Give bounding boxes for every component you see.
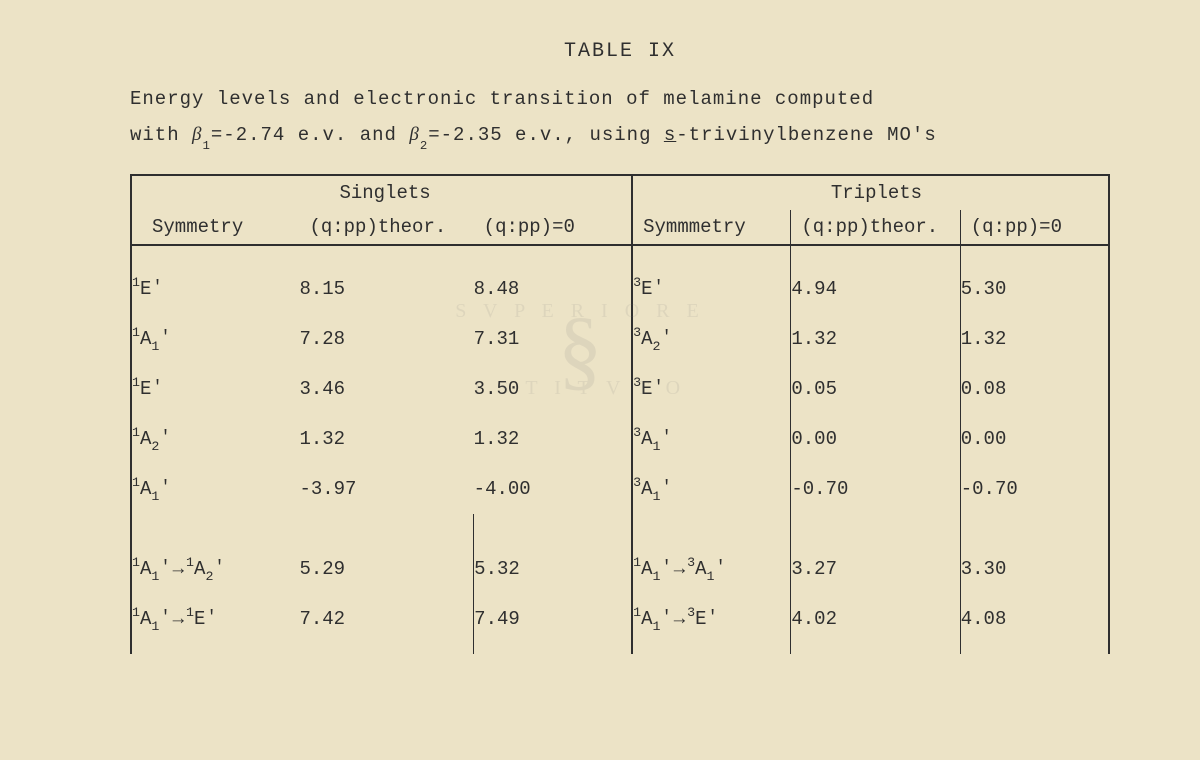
cell-v3: -0.70	[791, 464, 960, 514]
hdr-triplets: Triplets	[791, 175, 960, 210]
beta2-val: =-2.35 e.v., using	[428, 124, 664, 146]
table-row: 1A1'→1A2'5.295.321A1'→3A1'3.273.30	[131, 514, 1109, 594]
cell-v4: 0.08	[960, 364, 1109, 414]
table-body-transitions: 1A1'→1A2'5.295.321A1'→3A1'3.273.301A1'→1…	[131, 514, 1109, 654]
hdr-blank-3	[632, 175, 791, 210]
cell-v2: 7.31	[474, 314, 632, 364]
cell-sym-r: 3A1'	[632, 414, 791, 464]
cell-v3: 0.00	[791, 414, 960, 464]
s-underline: s	[664, 124, 676, 146]
cell-sym-l: 1E'	[131, 364, 299, 414]
cell-v1: 7.28	[299, 314, 473, 364]
cell-v2: 3.50	[474, 364, 632, 414]
caption-line2-pre: with	[130, 124, 192, 146]
cell-sym-l: 1A1'	[131, 464, 299, 514]
cell-v3: 1.32	[791, 314, 960, 364]
table-body-levels: 1E'8.158.483E'4.945.301A1'7.287.313A2'1.…	[131, 245, 1109, 514]
cell-sym-r: 3E'	[632, 364, 791, 414]
table-row: 1E'3.463.503E'0.050.08	[131, 364, 1109, 414]
table-title: TABLE IX	[130, 40, 1110, 63]
cell-trans-l: 1A1'→1A2'	[131, 514, 299, 594]
hdr-theor-r: (q:pp)theor.	[791, 210, 960, 245]
cell-v1: 8.15	[299, 245, 473, 314]
cell-v1: 7.42	[299, 594, 473, 654]
cell-v2: 8.48	[474, 245, 632, 314]
hdr-singlets: Singlets	[299, 175, 473, 210]
cell-v2: 7.49	[474, 594, 632, 654]
hdr-blank-2	[474, 175, 632, 210]
cell-v1: 3.46	[299, 364, 473, 414]
cell-sym-r: 3A2'	[632, 314, 791, 364]
table-row: 1E'8.158.483E'4.945.30	[131, 245, 1109, 314]
cell-v3: 3.27	[791, 514, 960, 594]
cell-v4: 1.32	[960, 314, 1109, 364]
hdr-symmetry-l: Symmetry	[131, 210, 299, 245]
table-caption: Energy levels and electronic transition …	[130, 81, 1110, 154]
cell-sym-l: 1A1'	[131, 314, 299, 364]
cell-v3: 4.94	[791, 245, 960, 314]
cell-sym-l: 1A2'	[131, 414, 299, 464]
table-row: 1A1'-3.97-4.003A1'-0.70-0.70	[131, 464, 1109, 514]
beta2-symbol: β	[409, 124, 419, 145]
cell-v2: 1.32	[474, 414, 632, 464]
beta1-val: =-2.74 e.v. and	[211, 124, 409, 146]
hdr-zero-r: (q:pp)=0	[960, 210, 1109, 245]
beta2-sub: 2	[420, 139, 428, 153]
cell-sym-l: 1E'	[131, 245, 299, 314]
cell-v1: 1.32	[299, 414, 473, 464]
cell-v4: 3.30	[960, 514, 1109, 594]
cell-v4: -0.70	[960, 464, 1109, 514]
cell-v4: 0.00	[960, 414, 1109, 464]
hdr-blank-r	[960, 175, 1109, 210]
cell-trans-r: 1A1'→3A1'	[632, 514, 791, 594]
data-table: Singlets Triplets Symmetry (q:pp)theor. …	[130, 174, 1110, 654]
cell-v2: -4.00	[474, 464, 632, 514]
cell-v3: 4.02	[791, 594, 960, 654]
cell-trans-r: 1A1'→3E'	[632, 594, 791, 654]
cell-v2: 5.32	[474, 514, 632, 594]
cell-v4: 4.08	[960, 594, 1109, 654]
cell-v3: 0.05	[791, 364, 960, 414]
cell-trans-l: 1A1'→1E'	[131, 594, 299, 654]
table-row: 1A1'→1E'7.427.491A1'→3E'4.024.08	[131, 594, 1109, 654]
hdr-blank-l	[131, 175, 299, 210]
beta1-symbol: β	[192, 124, 202, 145]
cell-v4: 5.30	[960, 245, 1109, 314]
beta1-sub: 1	[202, 139, 210, 153]
cell-v1: -3.97	[299, 464, 473, 514]
hdr-zero-l: (q:pp)=0	[474, 210, 632, 245]
cell-v1: 5.29	[299, 514, 473, 594]
caption-line1: Energy levels and electronic transition …	[130, 88, 874, 110]
caption-tail: -trivinylbenzene MO's	[676, 124, 936, 146]
table-row: 1A2'1.321.323A1'0.000.00	[131, 414, 1109, 464]
cell-sym-r: 3E'	[632, 245, 791, 314]
hdr-theor-l: (q:pp)theor.	[299, 210, 473, 245]
cell-sym-r: 3A1'	[632, 464, 791, 514]
table-row: 1A1'7.287.313A2'1.321.32	[131, 314, 1109, 364]
hdr-symmetry-r: Symmmetry	[632, 210, 791, 245]
